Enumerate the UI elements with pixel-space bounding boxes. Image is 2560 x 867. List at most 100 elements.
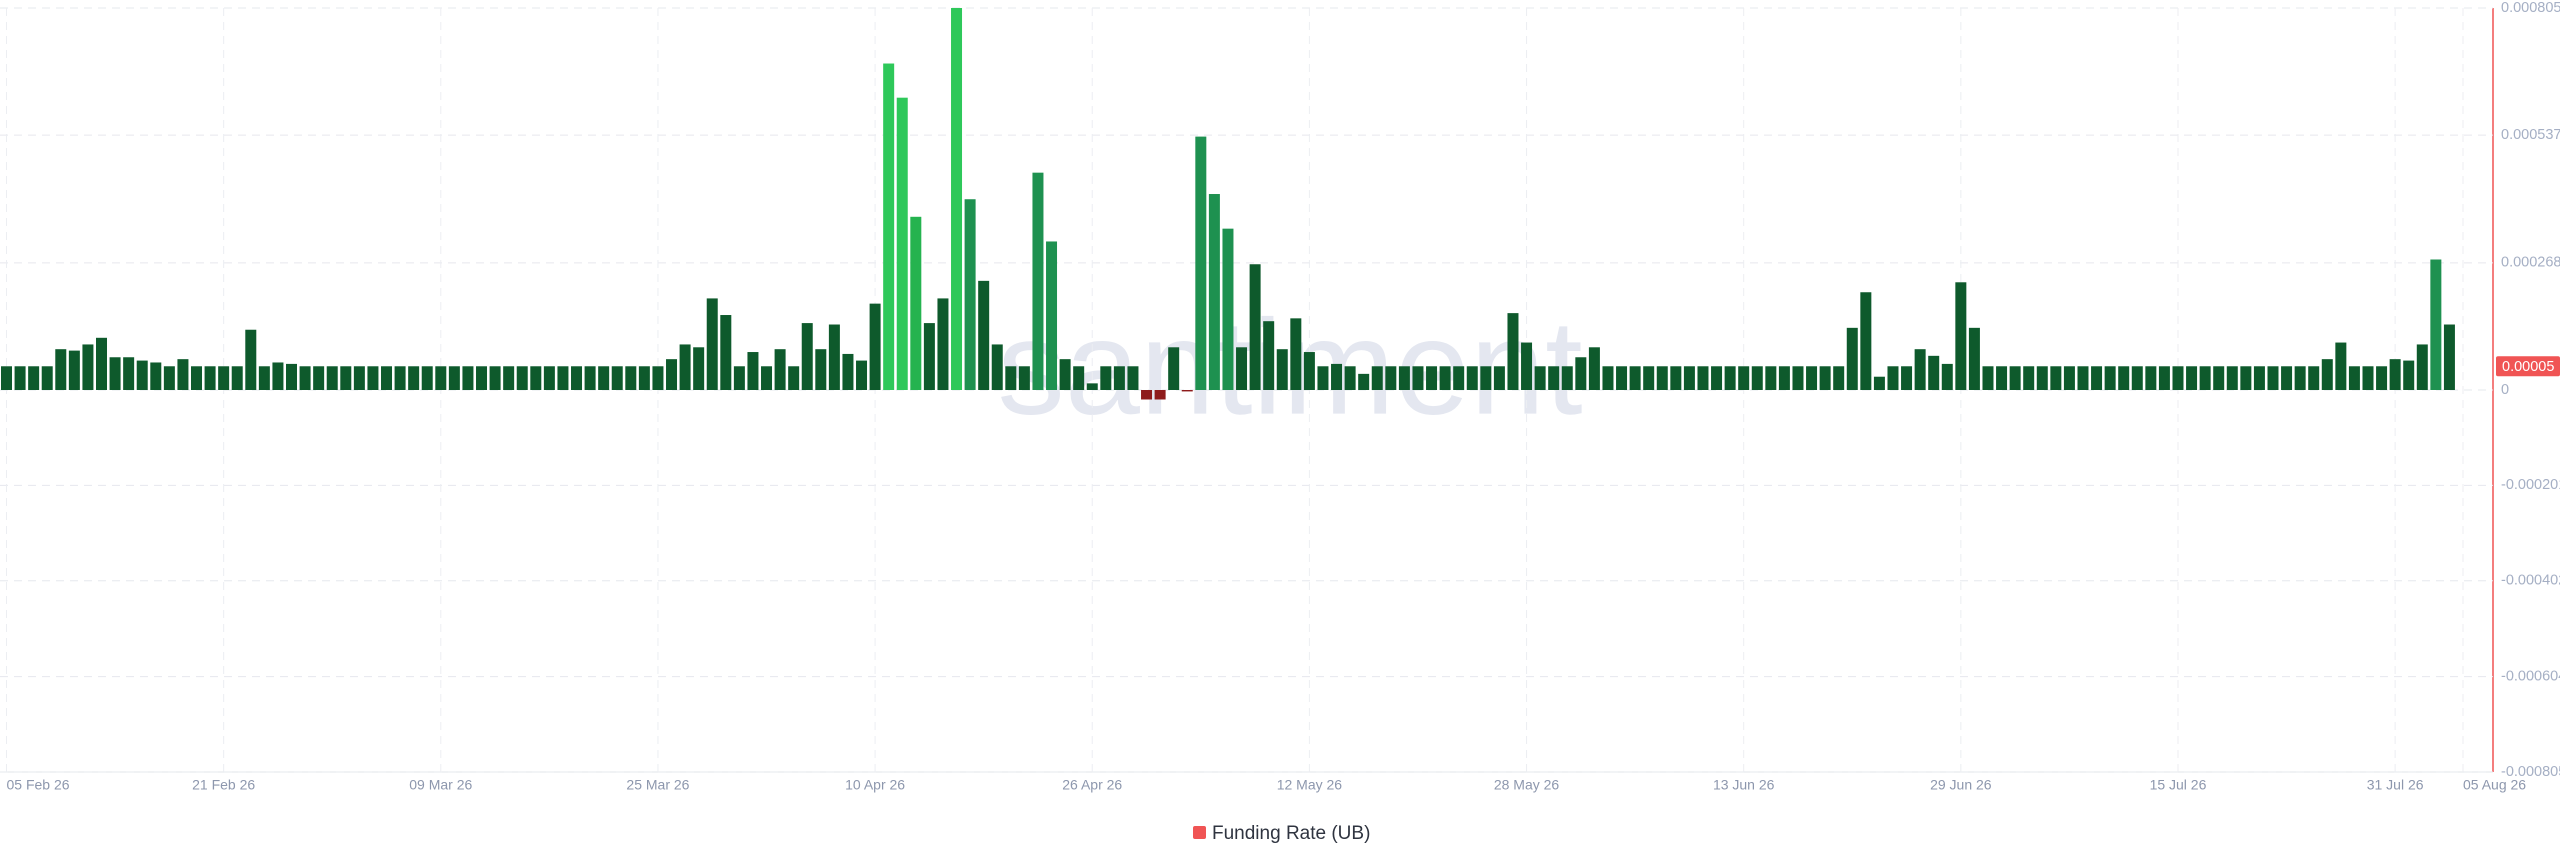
bar: [1968, 327, 1980, 390]
bar: [2403, 360, 2415, 390]
bar: [2186, 366, 2198, 390]
bar: [1534, 366, 1546, 390]
bar: [1439, 366, 1451, 390]
bar: [394, 366, 406, 390]
bar: [476, 366, 488, 390]
bar: [774, 349, 786, 390]
bar: [1493, 366, 1505, 390]
legend-swatch: [1193, 826, 1206, 839]
bar: [28, 366, 40, 390]
x-tick-label: 12 May 26: [1277, 777, 1343, 793]
bar: [896, 97, 908, 391]
bar: [1616, 366, 1628, 390]
bar: [2131, 366, 2143, 390]
bar: [448, 366, 460, 390]
x-tick-label: 13 Jun 26: [1713, 777, 1775, 793]
bar: [2145, 366, 2157, 390]
bar: [964, 199, 976, 390]
bar: [1127, 366, 1139, 390]
bar: [1683, 366, 1695, 390]
bar: [1901, 366, 1913, 390]
bar: [856, 360, 868, 390]
bar: [571, 366, 583, 390]
bar: [666, 359, 678, 390]
bar: [1873, 376, 1885, 390]
bar: [2063, 366, 2075, 390]
bar: [1887, 366, 1899, 390]
bar: [1086, 383, 1098, 390]
bar: [1005, 366, 1017, 390]
bar: [2443, 324, 2455, 390]
bar: [720, 315, 732, 390]
bar: [14, 366, 26, 390]
bar: [1846, 327, 1858, 390]
bar: [828, 324, 840, 390]
legend-label: Funding Rate (UB): [1212, 823, 1370, 844]
bar: [706, 298, 718, 390]
bar: [1236, 347, 1248, 390]
y-tick-label: -0.000402: [2501, 573, 2560, 589]
bar: [1521, 342, 1533, 390]
bar: [1914, 349, 1926, 390]
bar: [883, 63, 895, 390]
bar: [2172, 366, 2184, 390]
bar: [1670, 366, 1682, 390]
bar: [733, 366, 745, 390]
bar: [557, 366, 569, 390]
bar: [1412, 366, 1424, 390]
x-tick-label: 09 Mar 26: [409, 777, 472, 793]
bar: [1955, 282, 1967, 390]
bar: [1548, 366, 1560, 390]
bar: [1711, 366, 1723, 390]
bar: [68, 350, 80, 390]
bar: [123, 357, 135, 390]
bar: [516, 366, 528, 390]
y-tick-label: 0: [2501, 382, 2509, 398]
bar: [163, 366, 175, 390]
bar: [489, 366, 501, 390]
bar: [991, 344, 1003, 390]
bar: [2118, 366, 2130, 390]
bar: [1032, 172, 1044, 390]
bar: [1575, 357, 1587, 390]
bar: [788, 366, 800, 390]
bar: [150, 362, 162, 390]
x-tick-label: 25 Mar 26: [626, 777, 689, 793]
bar: [1222, 228, 1234, 390]
bar: [1860, 292, 1872, 390]
bar: [1073, 366, 1085, 390]
bar: [543, 366, 555, 390]
bar: [937, 298, 949, 390]
bar: [353, 366, 365, 390]
bar: [1059, 359, 1071, 390]
y-tick-label: 0.000805: [2501, 0, 2560, 16]
bar: [272, 362, 284, 390]
bar: [41, 366, 53, 390]
bar: [136, 360, 148, 390]
bar: [1806, 366, 1818, 390]
bar: [96, 337, 108, 390]
y-tick-label: -0.000201: [2501, 477, 2560, 493]
bar: [109, 357, 121, 390]
y-tick-label: 0.000268: [2501, 255, 2560, 271]
x-tick-label: 05 Aug 26: [2463, 777, 2526, 793]
y-tick-label: -0.000604: [2501, 668, 2560, 684]
bar: [313, 366, 325, 390]
bar: [421, 366, 433, 390]
bar: [1466, 366, 1478, 390]
bar: [2036, 366, 2048, 390]
bar: [1154, 390, 1166, 400]
bar: [258, 366, 270, 390]
bar: [1, 366, 12, 390]
x-tick-label: 21 Feb 26: [192, 777, 255, 793]
bar: [1819, 366, 1831, 390]
bar: [408, 366, 420, 390]
bar: [638, 366, 650, 390]
x-tick-label: 10 Apr 26: [845, 777, 905, 793]
bar: [1141, 390, 1153, 400]
bar: [1629, 366, 1641, 390]
bar: [2091, 366, 2103, 390]
bar: [869, 303, 881, 390]
bar: [1588, 347, 1600, 390]
bar: [1765, 366, 1777, 390]
